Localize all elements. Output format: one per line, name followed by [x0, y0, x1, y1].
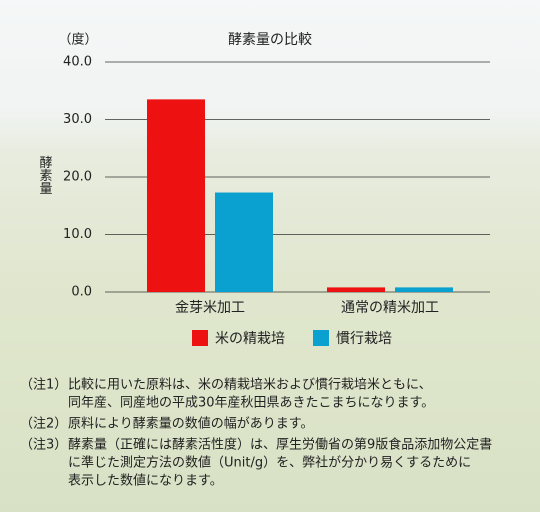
note-text: 原料により酵素量の数値の幅があります。	[68, 416, 313, 432]
y-axis-label: 酵素量	[37, 156, 53, 195]
bar	[327, 287, 385, 292]
y-tick-label: 10.0	[63, 227, 92, 242]
legend-swatch	[192, 330, 208, 346]
y-unit: （度）	[58, 32, 97, 48]
y-tick-label: 30.0	[63, 112, 92, 127]
note-label: （注2）	[20, 417, 67, 432]
note-text: 酵素量（正確には酵素活性度）は、厚生労働省の第9版食品添加物公定書	[68, 437, 492, 453]
bar	[395, 287, 453, 292]
note-text: 同年産、同産地の平成30年産秋田県あきたこまちになります。	[68, 395, 434, 411]
note-text: に準じた測定方法の数値（Unit/g）を、弊社が分かり易くするために	[68, 455, 471, 471]
y-tick-label: 20.0	[63, 170, 92, 185]
note-text: 比較に用いた原料は、米の精栽培米および慣行栽培米ともに、	[68, 377, 432, 393]
bar	[215, 192, 273, 292]
note-text: 表示した数値になります。	[68, 473, 223, 489]
note-label: （注3）	[20, 438, 67, 453]
legend-label: 米の精栽培	[215, 331, 285, 347]
chart-title: 酵素量の比較	[228, 32, 312, 48]
x-tick-label: 通常の精米加工	[341, 300, 439, 316]
legend-swatch	[313, 330, 329, 346]
y-tick-label: 40.0	[63, 55, 92, 70]
note-label: （注1）	[20, 378, 67, 393]
legend-label: 慣行栽培	[336, 330, 392, 347]
y-tick-label: 0.0	[71, 285, 92, 300]
x-tick-label: 金芽米加工	[175, 300, 245, 316]
bar	[147, 99, 205, 292]
